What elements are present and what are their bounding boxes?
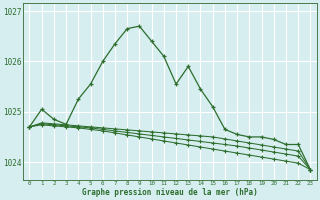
X-axis label: Graphe pression niveau de la mer (hPa): Graphe pression niveau de la mer (hPa)	[82, 188, 258, 197]
